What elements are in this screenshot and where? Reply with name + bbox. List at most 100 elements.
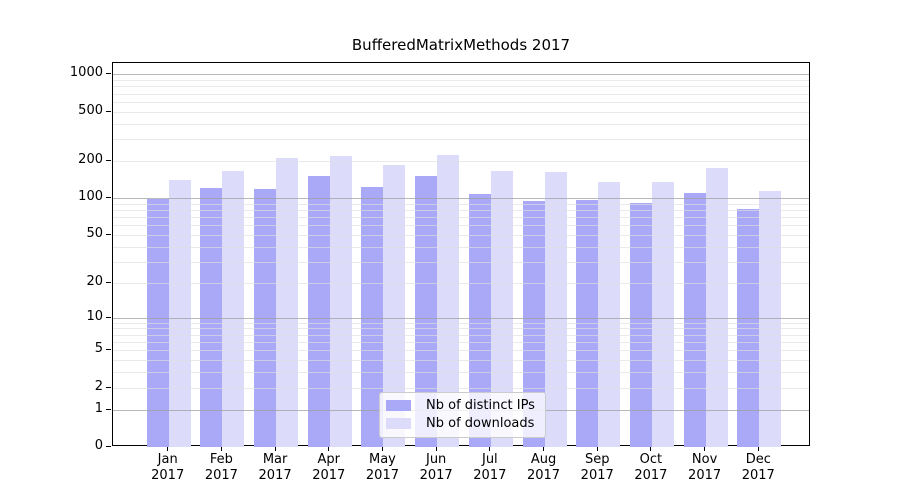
y-tick-50 bbox=[106, 233, 111, 235]
gridline-minor-40 bbox=[113, 246, 809, 248]
x-tick-feb bbox=[220, 446, 222, 451]
gridline-minor-90 bbox=[113, 203, 809, 205]
x-tick-jun bbox=[435, 446, 437, 451]
x-tick-label-apr: Apr 2017 bbox=[297, 452, 361, 484]
x-label-year: 2017 bbox=[312, 468, 346, 483]
x-label-year: 2017 bbox=[419, 468, 453, 483]
y-tick-label-200: 200 bbox=[78, 151, 103, 167]
x-tick-label-feb: Feb 2017 bbox=[189, 452, 253, 484]
gridline-major-1000 bbox=[113, 74, 809, 76]
x-tick-label-aug: Aug 2017 bbox=[512, 452, 576, 484]
gridline-minor-30 bbox=[113, 261, 809, 263]
y-tick-2 bbox=[106, 386, 111, 388]
gridline-minor-60 bbox=[113, 225, 809, 227]
bar-downloads-apr bbox=[329, 155, 352, 447]
x-label-month: Sep bbox=[584, 452, 610, 467]
x-tick-label-dec: Dec 2017 bbox=[726, 452, 790, 484]
gridline-minor-900 bbox=[113, 79, 809, 81]
gridline-minor-70 bbox=[113, 217, 809, 219]
y-tick-label-10: 10 bbox=[86, 308, 103, 324]
x-tick-mar bbox=[274, 446, 276, 451]
y-tick-label-5: 5 bbox=[94, 341, 103, 357]
y-tick-5 bbox=[106, 349, 111, 351]
y-tick-label-0: 0 bbox=[94, 438, 103, 453]
bar-distinct-ips-jul bbox=[468, 193, 491, 447]
y-tick-label-500: 500 bbox=[78, 102, 103, 118]
x-label-month: Aug bbox=[530, 452, 557, 467]
y-tick-100 bbox=[106, 197, 111, 199]
gridline-minor-9 bbox=[113, 322, 809, 324]
x-label-month: Jan bbox=[157, 452, 178, 467]
legend-swatch-distinct-ips bbox=[386, 400, 411, 411]
x-label-year: 2017 bbox=[634, 468, 668, 483]
bar-distinct-ips-apr bbox=[307, 175, 330, 447]
y-tick-0 bbox=[106, 446, 111, 447]
x-label-month: Feb bbox=[209, 452, 233, 467]
legend-item-downloads: Nb of downloads bbox=[386, 416, 535, 431]
gridline-minor-4 bbox=[113, 360, 809, 362]
gridline-minor-500 bbox=[113, 111, 809, 113]
y-tick-1 bbox=[106, 408, 111, 410]
y-tick-label-2: 2 bbox=[94, 378, 103, 394]
gridline-minor-300 bbox=[113, 139, 809, 141]
gridline-minor-800 bbox=[113, 86, 809, 88]
gridline-minor-5 bbox=[113, 350, 809, 352]
x-tick-sep bbox=[596, 446, 598, 451]
x-tick-jul bbox=[489, 446, 491, 451]
x-label-month: Jul bbox=[481, 452, 498, 467]
x-tick-nov bbox=[704, 446, 706, 451]
x-tick-label-jul: Jul 2017 bbox=[458, 452, 522, 484]
chart-title: BufferedMatrixMethods 2017 bbox=[351, 36, 571, 54]
x-label-year: 2017 bbox=[741, 468, 775, 483]
x-tick-may bbox=[381, 446, 383, 451]
legend-item-distinct-ips: Nb of distinct IPs bbox=[386, 398, 535, 413]
gridline-minor-7 bbox=[113, 334, 809, 336]
x-tick-apr bbox=[328, 446, 330, 451]
plot-area bbox=[112, 62, 810, 447]
gridline-minor-700 bbox=[113, 93, 809, 95]
bar-distinct-ips-nov bbox=[683, 192, 706, 447]
legend: Nb of distinct IPs Nb of downloads bbox=[379, 392, 546, 438]
x-tick-label-nov: Nov 2017 bbox=[673, 452, 737, 484]
x-tick-label-sep: Sep 2017 bbox=[565, 452, 629, 484]
y-tick-20 bbox=[106, 281, 111, 283]
gridline-major-10 bbox=[113, 317, 809, 319]
gridline-minor-2 bbox=[113, 387, 809, 389]
x-label-month: Dec bbox=[745, 452, 771, 467]
x-tick-label-mar: Mar 2017 bbox=[243, 452, 307, 484]
legend-swatch-downloads bbox=[386, 418, 411, 429]
bar-downloads-sep bbox=[598, 181, 621, 447]
x-label-year: 2017 bbox=[688, 468, 722, 483]
bar-distinct-ips-dec bbox=[737, 208, 760, 447]
bar-distinct-ips-oct bbox=[629, 203, 652, 447]
y-tick-10 bbox=[106, 316, 111, 318]
gridline-minor-20 bbox=[113, 282, 809, 284]
x-label-year: 2017 bbox=[258, 468, 292, 483]
bar-downloads-feb bbox=[222, 170, 245, 447]
x-tick-label-jun: Jun 2017 bbox=[404, 452, 468, 484]
x-label-year: 2017 bbox=[526, 468, 561, 483]
gridline-minor-80 bbox=[113, 209, 809, 211]
gridline-minor-50 bbox=[113, 234, 809, 236]
x-label-year: 2017 bbox=[151, 468, 185, 483]
gridline-minor-600 bbox=[113, 101, 809, 103]
bar-downloads-jan bbox=[168, 180, 191, 447]
bar-distinct-ips-may bbox=[361, 186, 384, 447]
gridline-minor-400 bbox=[113, 123, 809, 125]
x-label-year: 2017 bbox=[204, 468, 238, 483]
gridline-minor-200 bbox=[113, 160, 809, 162]
legend-label-downloads: Nb of downloads bbox=[426, 416, 535, 431]
x-tick-oct bbox=[650, 446, 652, 451]
x-label-year: 2017 bbox=[473, 468, 507, 483]
gridline-minor-6 bbox=[113, 342, 809, 344]
x-tick-label-may: May 2017 bbox=[350, 452, 414, 484]
y-tick-label-1000: 1000 bbox=[69, 65, 103, 81]
x-label-year: 2017 bbox=[580, 468, 614, 483]
x-label-month: Mar bbox=[262, 452, 288, 467]
gridline-minor-3 bbox=[113, 372, 809, 374]
x-label-month: Nov bbox=[691, 452, 718, 467]
x-tick-dec bbox=[757, 446, 759, 451]
bar-downloads-dec bbox=[759, 191, 782, 447]
gridline-minor-8 bbox=[113, 328, 809, 330]
